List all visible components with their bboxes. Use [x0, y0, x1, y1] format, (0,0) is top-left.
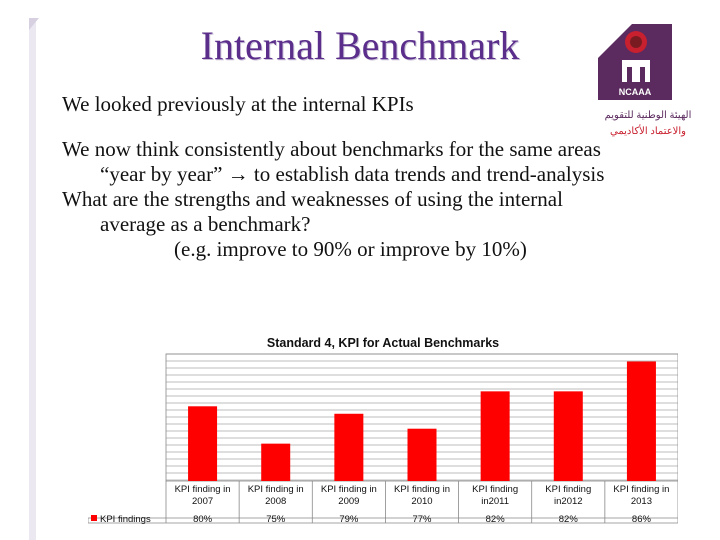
logo-building-icon — [622, 60, 650, 82]
slide-side-bar-notch — [29, 18, 39, 30]
bar — [480, 391, 510, 481]
bullet-text: (e.g. improve to 90% or improve by 10%) — [174, 237, 527, 261]
category-label: KPI finding — [472, 484, 518, 495]
bar — [407, 428, 437, 481]
category-label: KPI finding — [545, 484, 591, 495]
bar — [261, 443, 291, 481]
kpi-chart: Standard 4, KPI for Actual Benchmarks KP… — [87, 326, 679, 526]
bar — [553, 391, 583, 481]
logo-arabic-line-2: والاعتماد الأكاديمي — [610, 125, 686, 137]
data-label: 86% — [632, 514, 652, 525]
category-label: 2010 — [411, 496, 432, 507]
bar — [334, 413, 364, 481]
category-label: 2008 — [265, 496, 286, 507]
data-label: 77% — [412, 514, 432, 525]
category-label: in2012 — [554, 496, 583, 507]
bullet-text: average as a benchmark? — [100, 212, 311, 236]
category-label: KPI finding in — [394, 484, 450, 495]
category-label: KPI finding in — [248, 484, 304, 495]
legend-label: KPI findings — [100, 514, 151, 525]
category-label: KPI finding in — [613, 484, 669, 495]
bullet-text: We now think consistently about benchmar… — [62, 137, 601, 161]
logo-abbreviation: NCAAA — [619, 87, 652, 97]
slide-title: Internal Benchmark — [200, 23, 520, 68]
bullet-text: “year by year” → to establish data trend… — [100, 162, 605, 186]
bullet-text: We looked previously at the internal KPI… — [62, 92, 414, 116]
category-label: 2009 — [338, 496, 359, 507]
bullet-text: What are the strengths and weaknesses of… — [62, 187, 563, 211]
category-label: in2011 — [481, 496, 509, 507]
bar — [626, 361, 656, 481]
logo-arabic-line-1: الهيئة الوطنية للتقويم — [605, 110, 692, 121]
data-label: 82% — [559, 514, 579, 525]
category-label: KPI finding in — [175, 484, 231, 495]
bar — [188, 406, 218, 481]
ncaaa-logo: NCAAA الهيئة الوطنية للتقويم والاعتماد ا… — [598, 24, 692, 137]
category-label: 2013 — [631, 496, 652, 507]
data-label: 82% — [486, 514, 506, 525]
chart-title: Standard 4, KPI for Actual Benchmarks — [266, 336, 500, 350]
data-label: 75% — [266, 514, 286, 525]
category-label: KPI finding in — [321, 484, 377, 495]
slide-body: We looked previously at the internal KPI… — [62, 92, 682, 262]
data-label: 79% — [339, 514, 359, 525]
category-label: 2007 — [192, 496, 213, 507]
slide-side-bar — [29, 18, 36, 540]
data-label: 80% — [193, 514, 213, 525]
legend-key — [91, 515, 97, 521]
